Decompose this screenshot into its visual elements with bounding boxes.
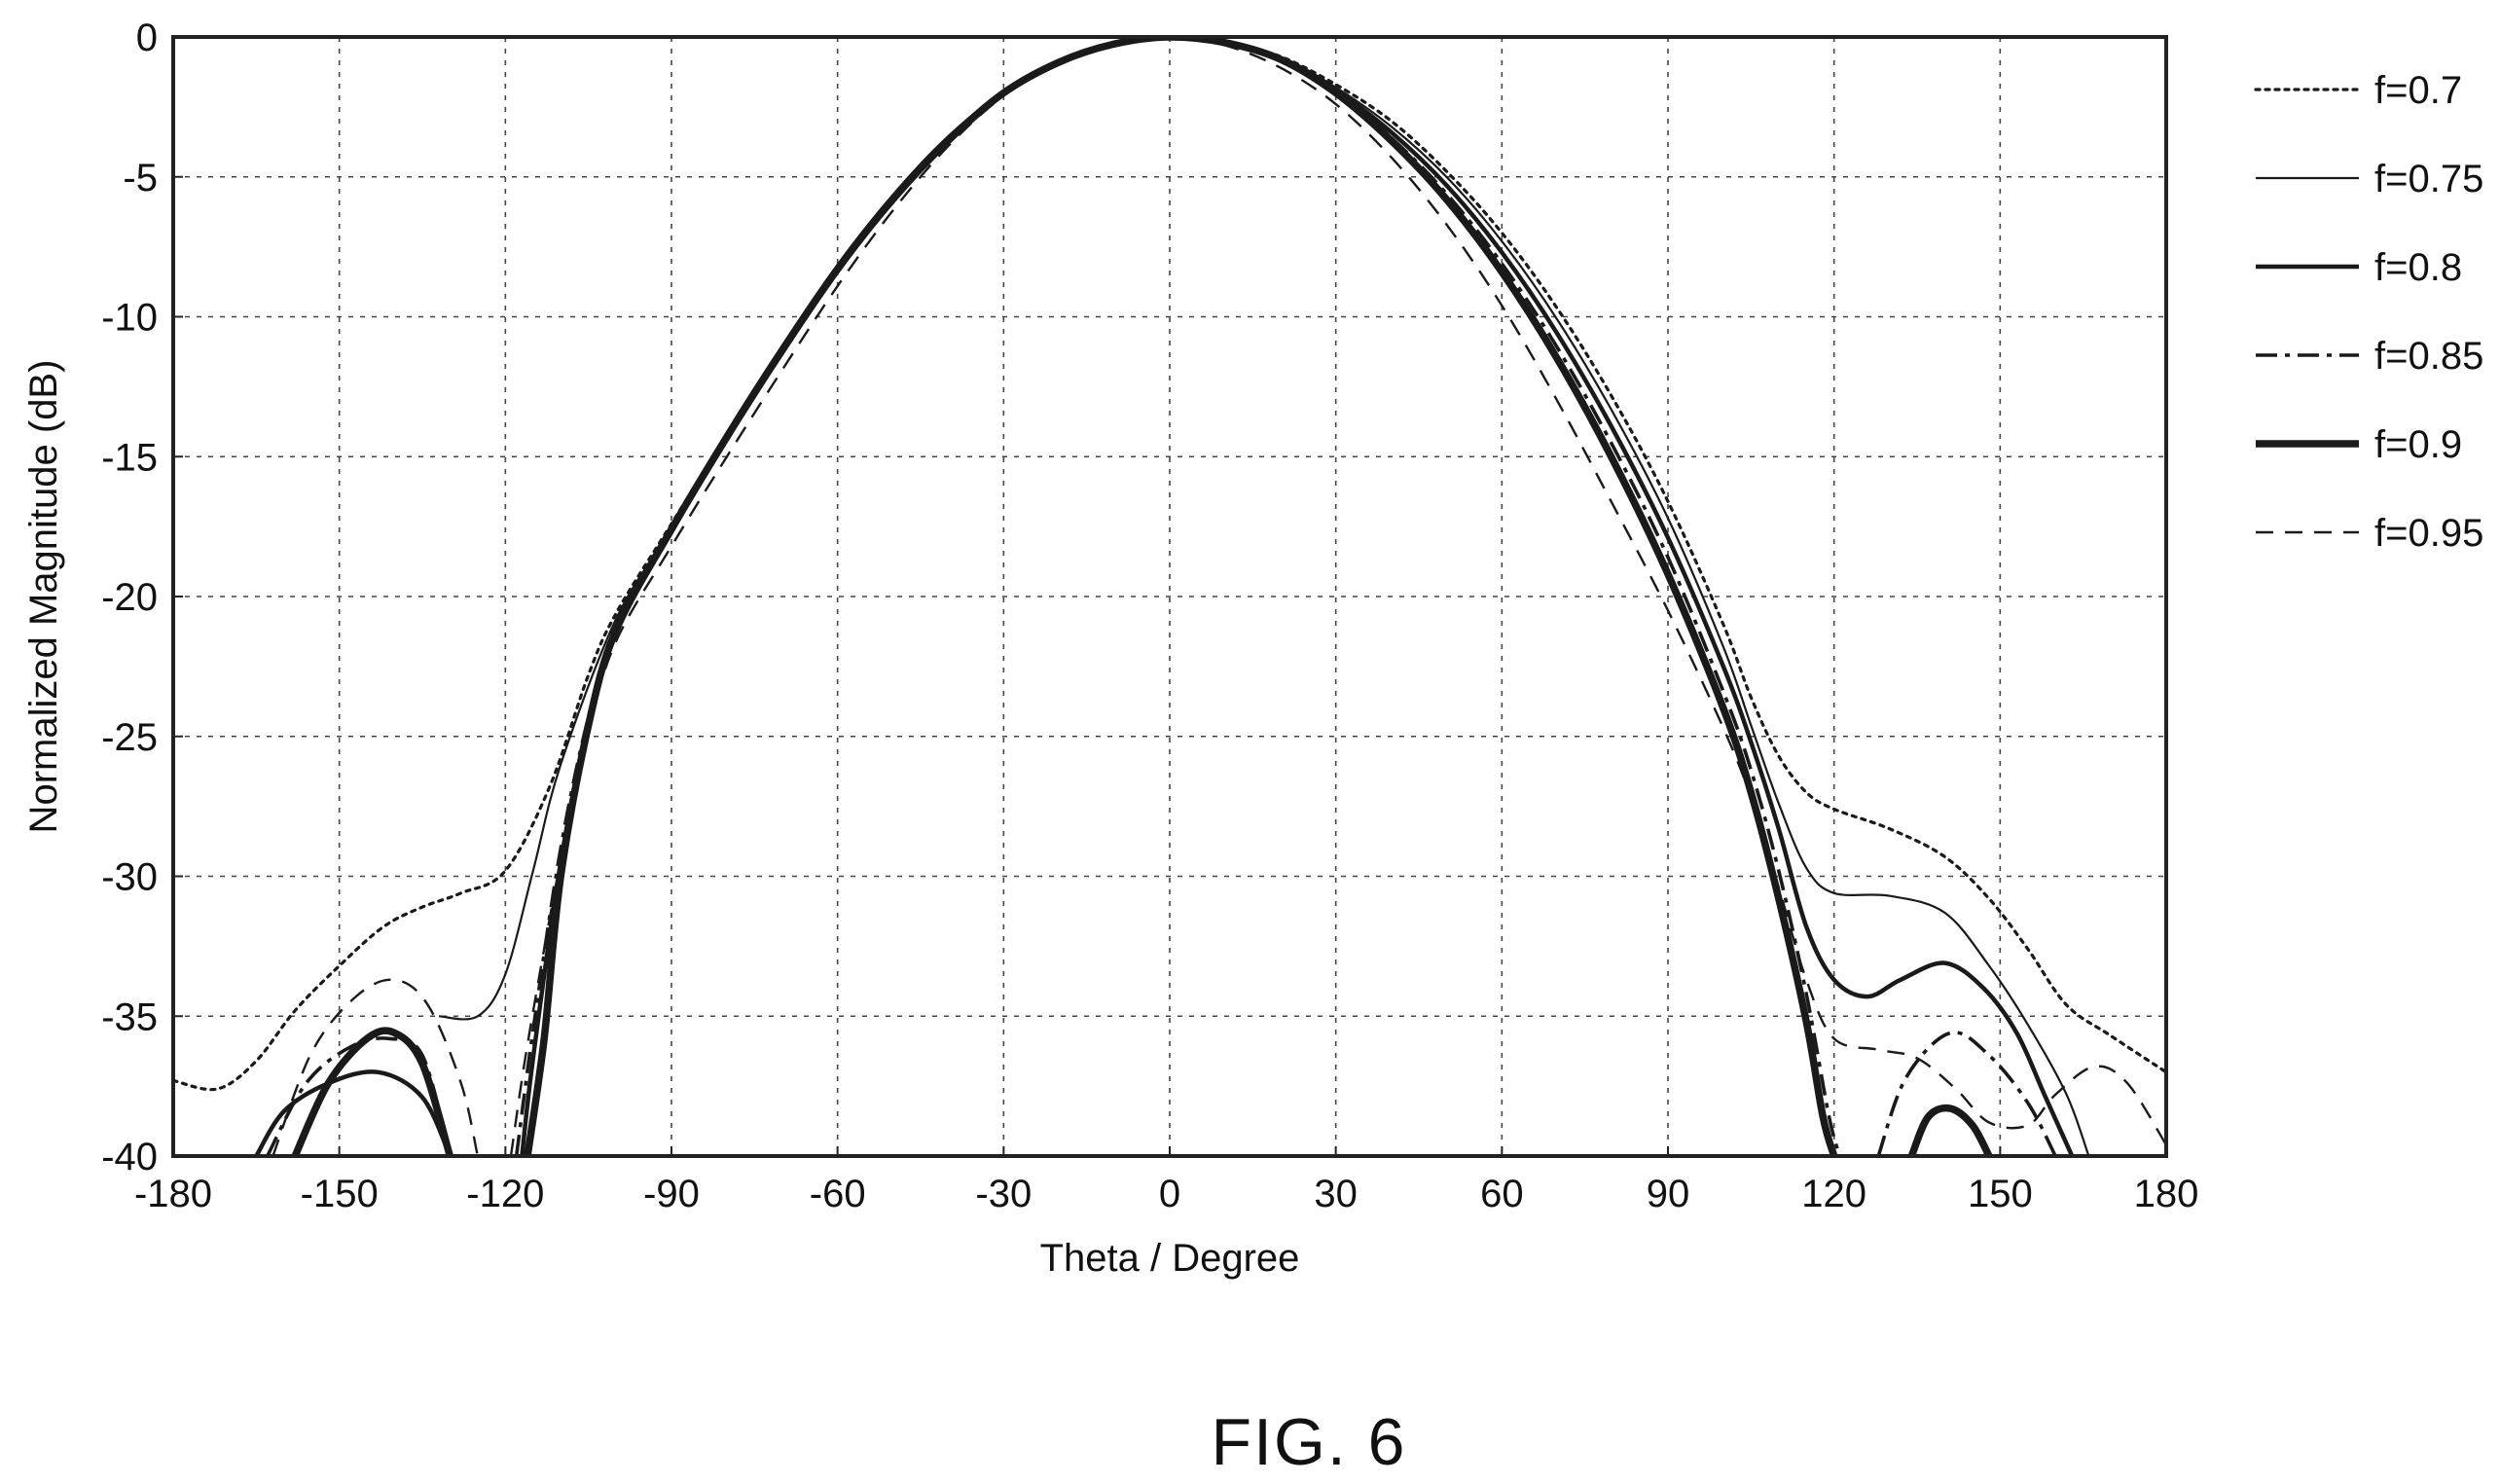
x-tick-label: 0: [1159, 1173, 1180, 1215]
x-tick-label: 60: [1480, 1173, 1524, 1215]
x-tick-label: -30: [975, 1173, 1032, 1215]
series-line: [1907, 1104, 1993, 1156]
y-axis-title: Normalized Magnitude (dB): [22, 360, 65, 834]
legend-entry: f=0.9: [2256, 423, 2462, 466]
plot-area: -180 -150 -120 -90 -60 -30 0 30 60 90 120 150 180 0-…: [101, 17, 2198, 1215]
grid: [173, 37, 2166, 1156]
x-tick-label: -90: [643, 1173, 700, 1215]
legend-label: f=0.95: [2374, 512, 2483, 555]
y-tick-label: -30: [101, 856, 158, 899]
legend-entry: f=0.7: [2254, 69, 2462, 112]
x-tick-label: -150: [301, 1173, 379, 1215]
x-tick-label: 30: [1314, 1173, 1358, 1215]
series-line: [1876, 1031, 2057, 1156]
y-tick-label: -35: [101, 995, 158, 1038]
legend-label: f=0.9: [2374, 423, 2462, 466]
y-tick-label: -15: [101, 436, 158, 479]
series-f-0-95: [272, 37, 2166, 1156]
x-tick-label: 150: [1968, 1173, 2033, 1215]
y-tick-label: -5: [123, 157, 158, 199]
x-tick-label: -60: [810, 1173, 866, 1215]
series-line: [173, 37, 2166, 1092]
legend-entry: f=0.95: [2256, 512, 2483, 555]
legend-label: f=0.8: [2374, 246, 2462, 289]
legend-entry: f=0.8: [2256, 246, 2462, 289]
legend-label: f=0.85: [2374, 335, 2483, 378]
series-f-0-7: [173, 37, 2166, 1092]
legend: f=0.7 f=0.75 f=0.8 f=0.85 f=0.9 f=0.95: [2254, 69, 2483, 555]
legend-label: f=0.7: [2374, 69, 2462, 112]
series-f-0-85: [266, 37, 2057, 1156]
y-tick-label: -10: [101, 297, 158, 340]
legend-label: f=0.75: [2374, 158, 2483, 200]
legend-entry: f=0.85: [2256, 335, 2483, 378]
x-tick-label: 180: [2134, 1173, 2199, 1215]
x-tick-label: -180: [134, 1173, 212, 1215]
y-tick-label: -20: [101, 576, 158, 619]
y-axis-ticks: 0 -5 -10 -15 -20 -25 -30 -35 -40: [101, 17, 183, 1178]
series-line: [254, 1069, 453, 1156]
series-layer: [173, 37, 2166, 1156]
x-axis-title: Theta / Degree: [1040, 1237, 1300, 1280]
figure-caption: FIG. 6: [1212, 1405, 1407, 1479]
series-line: [291, 1027, 453, 1156]
x-axis-ticks: -180 -150 -120 -90 -60 -30 0 30 60 90 120 150 180: [134, 1146, 2198, 1215]
series-line: [509, 37, 2166, 1156]
x-tick-label: -120: [466, 1173, 544, 1215]
legend-entry: f=0.75: [2256, 158, 2483, 200]
y-tick-label: 0: [136, 17, 158, 59]
y-tick-label: -40: [101, 1136, 158, 1178]
y-tick-label: -25: [101, 716, 158, 759]
series-line: [272, 978, 480, 1156]
x-tick-label: 90: [1647, 1173, 1690, 1215]
series-line: [514, 37, 1842, 1156]
x-tick-label: 120: [1801, 1173, 1866, 1215]
